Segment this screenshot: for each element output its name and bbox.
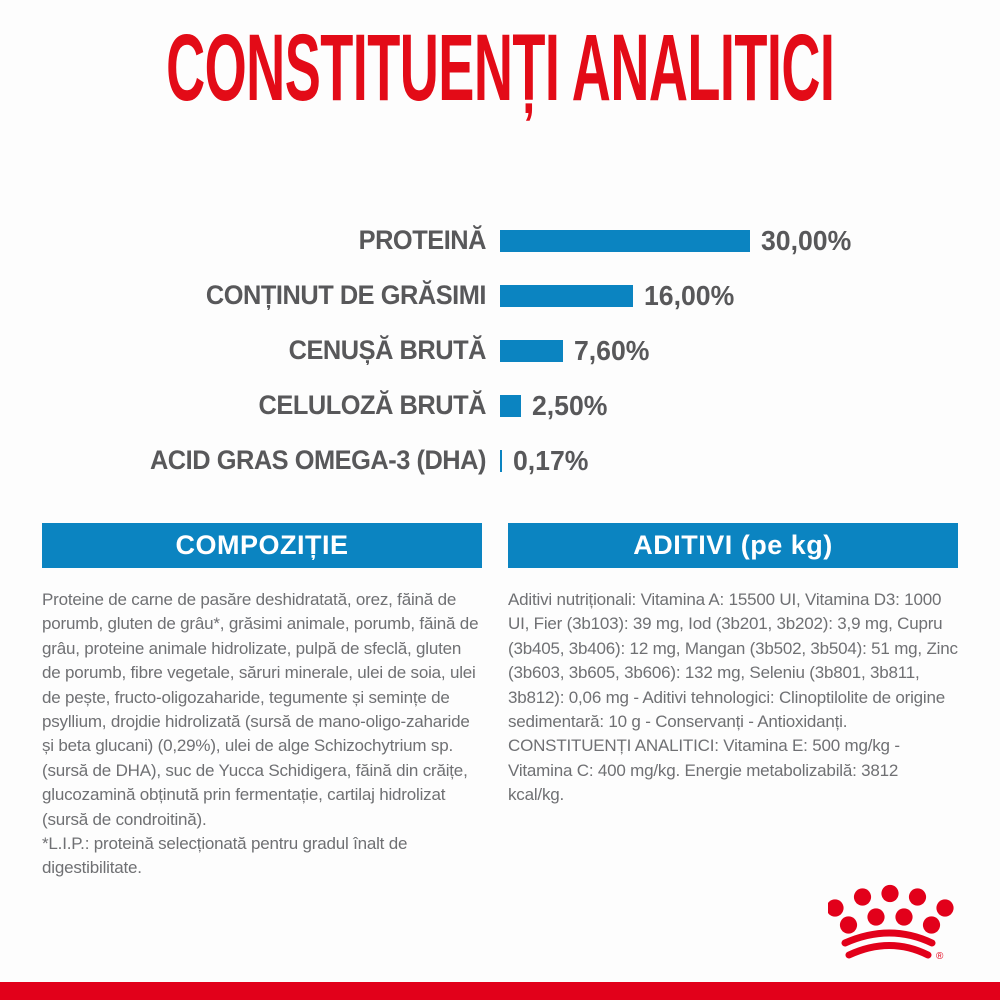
composition-body: Proteine de carne de pasăre deshidratată… xyxy=(42,588,482,881)
page-title: CONSTITUENȚI ANALITICI xyxy=(165,14,835,121)
chart-bar xyxy=(500,284,634,307)
additives-section: ADITIVI (pe kg) Aditivi nutriționali: Vi… xyxy=(508,523,958,881)
chart-bar xyxy=(500,229,750,252)
composition-text: Proteine de carne de pasăre deshidratată… xyxy=(42,590,479,829)
chart-bar xyxy=(500,339,564,362)
footer-red-bar xyxy=(0,982,1000,1000)
additives-text: Aditivi nutriționali: Vitamina A: 15500 … xyxy=(508,590,958,732)
composition-header: COMPOZIȚIE xyxy=(42,523,482,568)
chart-row: PROTEINĂ 30,00% xyxy=(0,213,1000,268)
crown-dots xyxy=(828,884,954,934)
chart-bar xyxy=(500,394,521,417)
info-columns: COMPOZIȚIE Proteine de carne de pasăre d… xyxy=(42,523,958,881)
chart-category-label: CENUȘĂ BRUTĂ xyxy=(288,335,487,365)
crown-base-arcs xyxy=(841,929,936,959)
chart-value-label: 0,17% xyxy=(513,444,589,476)
additives-header: ADITIVI (pe kg) xyxy=(508,523,958,568)
chart-row: CONȚINUT DE GRĂSIMI 16,00% xyxy=(0,268,1000,323)
composition-section: COMPOZIȚIE Proteine de carne de pasăre d… xyxy=(42,523,482,881)
chart-value-label: 30,00% xyxy=(761,224,852,256)
chart-value-label: 16,00% xyxy=(644,279,735,311)
composition-footnote: *L.I.P.: proteină selecționată pentru gr… xyxy=(42,834,408,878)
chart-row: ACID GRAS OMEGA-3 (DHA) 0,17% xyxy=(0,433,1000,488)
chart-row: CENUȘĂ BRUTĂ 7,60% xyxy=(0,323,1000,378)
additives-analytical-text: CONSTITUENȚI ANALITICI: Vitamina E: 500 … xyxy=(508,736,900,805)
bar-chart: PROTEINĂ 30,00% CONȚINUT DE GRĂSIMI 16,00% C… xyxy=(0,213,1000,488)
chart-category-label: CONȚINUT DE GRĂSIMI xyxy=(205,280,487,310)
chart-category-label: PROTEINĂ xyxy=(358,225,487,255)
chart-value-label: 7,60% xyxy=(574,334,650,366)
chart-value-label: 2,50% xyxy=(531,389,608,421)
chart-bar xyxy=(500,449,502,472)
title-wrap: CONSTITUENȚI ANALITICI xyxy=(0,14,1000,121)
chart-category-label: CELULOZĂ BRUTĂ xyxy=(258,390,487,420)
royal-canin-crown-icon: ® xyxy=(828,884,954,962)
chart-category-label: ACID GRAS OMEGA-3 (DHA) xyxy=(149,445,487,475)
chart-row: CELULOZĂ BRUTĂ 2,50% xyxy=(0,378,1000,433)
registered-trademark-symbol: ® xyxy=(936,951,944,962)
additives-body: Aditivi nutriționali: Vitamina A: 15500 … xyxy=(508,588,958,808)
